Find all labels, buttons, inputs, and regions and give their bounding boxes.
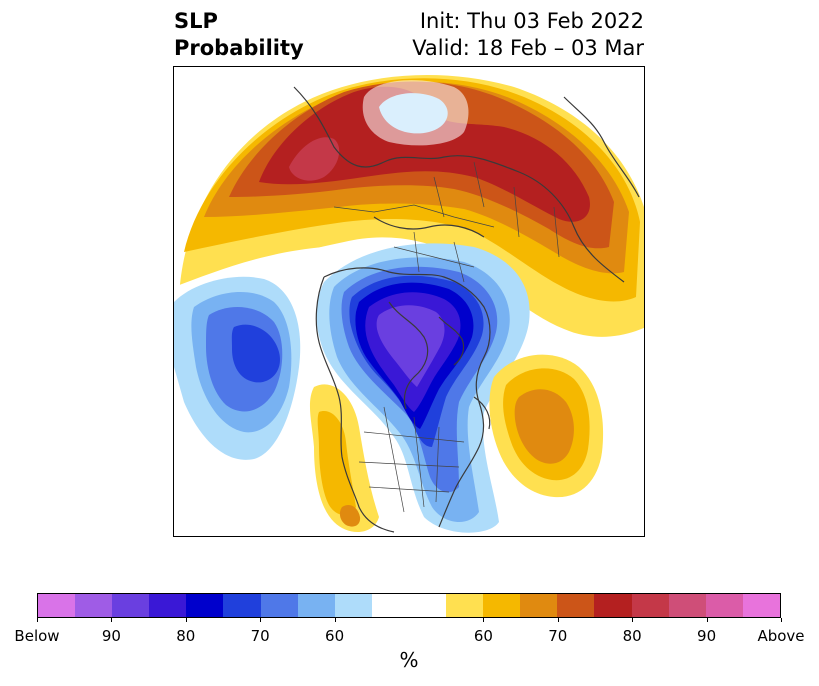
colorbar-cell xyxy=(408,594,447,617)
colorbar-unit: % xyxy=(399,648,419,672)
map-date-info: Init: Thu 03 Feb 2022 Valid: 18 Feb – 03… xyxy=(412,8,644,62)
colorbar-tick-label: 90 xyxy=(697,627,717,645)
colorbar-cell xyxy=(223,594,261,617)
colorbar-cell xyxy=(705,594,743,617)
colorbar-cell xyxy=(149,594,187,617)
title-variable: SLP xyxy=(174,9,218,33)
probability-map xyxy=(173,66,645,537)
colorbar-tick-label: 90 xyxy=(101,627,121,645)
colorbar-tick-mark xyxy=(37,618,38,622)
below-region-canada-90 xyxy=(376,305,445,387)
above-region-westus-65 xyxy=(317,411,356,516)
above-region-atlantic-70 xyxy=(514,389,574,464)
colorbar-cell xyxy=(446,594,484,617)
political-borders xyxy=(333,161,560,513)
colorbar-cell xyxy=(260,594,298,617)
above-region-westus-70 xyxy=(339,505,361,527)
coastlines xyxy=(293,86,640,533)
colorbar-tick-label: 70 xyxy=(548,627,568,645)
neutral-region-arctic xyxy=(362,80,469,146)
colorbar-tick-label: Below xyxy=(14,627,60,645)
colorbar-tick-mark xyxy=(781,618,782,622)
below-region-pacific-75 xyxy=(231,324,280,383)
colorbar-cell xyxy=(297,594,335,617)
colorbar-cell xyxy=(557,594,595,617)
colorbar-tick-mark xyxy=(185,618,187,622)
colorbar-tick-label: 80 xyxy=(622,627,642,645)
colorbar-cell xyxy=(371,594,409,617)
colorbar-tick-mark xyxy=(483,618,485,622)
colorbar-tick-mark xyxy=(334,618,336,622)
colorbar-cell xyxy=(631,594,669,617)
colorbar-tick-label: 70 xyxy=(250,627,270,645)
colorbar-tick-label: 60 xyxy=(325,627,345,645)
colorbar-cell xyxy=(520,594,558,617)
colorbar-tick-label: Above xyxy=(757,627,805,645)
colorbar xyxy=(37,593,781,618)
map-canvas xyxy=(174,75,644,533)
init-date: Init: Thu 03 Feb 2022 xyxy=(419,9,644,33)
colorbar-cell xyxy=(594,594,632,617)
colorbar-cell xyxy=(75,594,113,617)
valid-range: Valid: 18 Feb – 03 Mar xyxy=(412,36,644,60)
colorbar-cell xyxy=(483,594,521,617)
above-region-85 xyxy=(289,137,340,181)
colorbar-tick-mark xyxy=(632,618,634,622)
colorbar-cell xyxy=(742,594,780,617)
colorbar-tick-mark xyxy=(111,618,113,622)
colorbar-cell xyxy=(112,594,150,617)
colorbar-tick-mark xyxy=(557,618,559,622)
colorbar-cell xyxy=(186,594,224,617)
colorbar-tick-mark xyxy=(260,618,262,622)
colorbar-tick-mark xyxy=(706,618,708,622)
colorbar-cell xyxy=(668,594,706,617)
map-title: SLP Probability xyxy=(174,8,304,62)
colorbar-cell xyxy=(334,594,372,617)
colorbar-tick-label: 80 xyxy=(176,627,196,645)
colorbar-tick-label: 60 xyxy=(473,627,493,645)
colorbar-cell xyxy=(38,594,76,617)
title-product: Probability xyxy=(174,36,304,60)
above-region-80 xyxy=(259,86,590,222)
